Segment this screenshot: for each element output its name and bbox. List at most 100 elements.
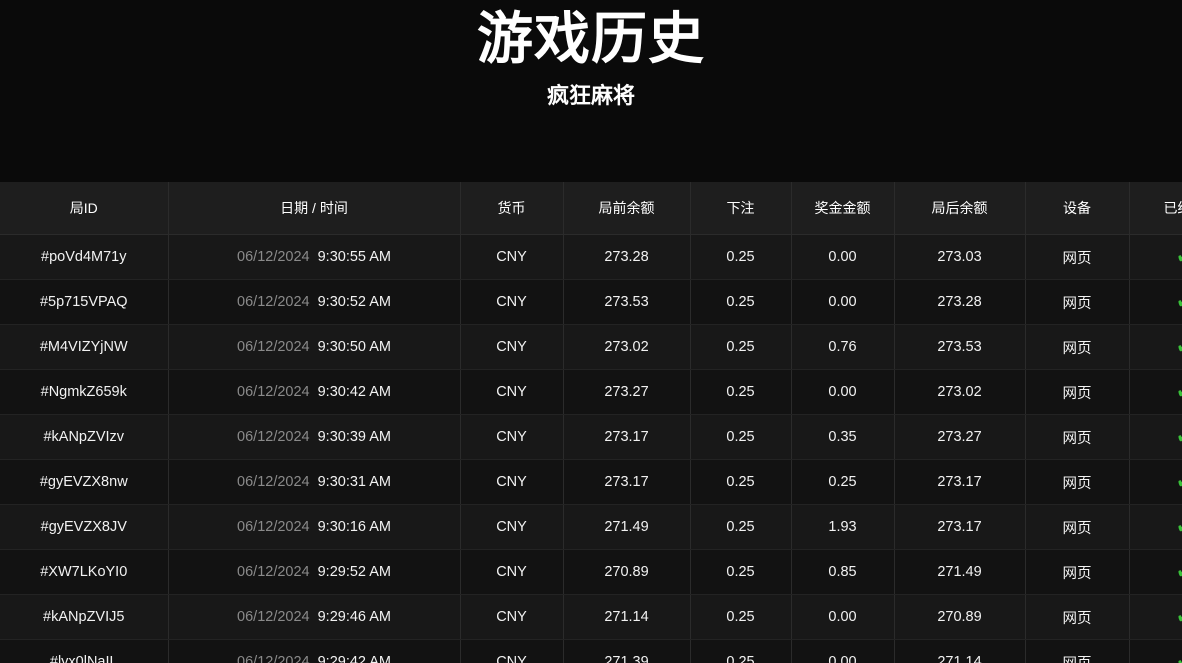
cell-device: 网页 [1025, 414, 1130, 460]
cell-time: 9:29:52 AM [317, 564, 391, 580]
check-icon: ✔ [1175, 472, 1182, 492]
column-header-datetime[interactable]: 日期 / 时间 [168, 182, 461, 235]
cell-pre-balance: 271.14 [563, 594, 691, 640]
cell-currency: CNY [460, 594, 564, 640]
check-icon: ✔ [1175, 382, 1182, 402]
cell-currency: CNY [460, 234, 564, 280]
cell-finished: ✔ [1129, 504, 1182, 550]
cell-win-amount: 0.00 [791, 279, 895, 325]
cell-pre-balance: 270.89 [563, 549, 691, 595]
cell-device: 网页 [1025, 639, 1130, 663]
cell-bet: 0.25 [690, 324, 792, 370]
table-row[interactable]: #XW7LKoYI0 06/12/2024 9:29:52 AM CNY 270.89 0… [0, 549, 1182, 595]
cell-win-amount: 0.00 [791, 594, 895, 640]
cell-currency: CNY [460, 279, 564, 325]
cell-win-amount: 0.00 [791, 234, 895, 280]
cell-finished: ✔ [1129, 549, 1182, 595]
cell-currency: CNY [460, 549, 564, 595]
cell-round-id: #M4VIZYjNW [0, 324, 169, 370]
cell-datetime: 06/12/2024 9:30:42 AM [168, 369, 461, 415]
cell-post-balance: 273.28 [894, 279, 1026, 325]
check-icon: ✔ [1175, 607, 1182, 627]
column-header-finished[interactable]: 已结束 [1129, 182, 1182, 235]
cell-pre-balance: 273.27 [563, 369, 691, 415]
table-row[interactable]: #gyEVZX8nw 06/12/2024 9:30:31 AM CNY 273.17 0… [0, 459, 1182, 505]
history-table: 局ID 日期 / 时间 货币 局前余额 下注 奖金金额 局后余额 设备 已结束 … [0, 182, 1182, 663]
column-header-device[interactable]: 设备 [1025, 182, 1130, 235]
cell-device: 网页 [1025, 459, 1130, 505]
cell-post-balance: 271.14 [894, 639, 1026, 663]
cell-pre-balance: 273.17 [563, 414, 691, 460]
cell-bet: 0.25 [690, 504, 792, 550]
cell-pre-balance: 273.17 [563, 459, 691, 505]
cell-post-balance: 271.49 [894, 549, 1026, 595]
column-header-round-id[interactable]: 局ID [0, 182, 169, 235]
column-header-post-balance[interactable]: 局后余额 [894, 182, 1026, 235]
column-header-currency[interactable]: 货币 [460, 182, 564, 235]
cell-bet: 0.25 [690, 594, 792, 640]
check-icon: ✔ [1175, 292, 1182, 312]
cell-date: 06/12/2024 [237, 429, 310, 445]
cell-date: 06/12/2024 [237, 339, 310, 355]
column-header-pre-balance[interactable]: 局前余额 [563, 182, 691, 235]
table-row[interactable]: #poVd4M71y 06/12/2024 9:30:55 AM CNY 273.28 0… [0, 234, 1182, 280]
cell-pre-balance: 273.28 [563, 234, 691, 280]
cell-bet: 0.25 [690, 459, 792, 505]
table-row[interactable]: #kANpZVIJ5 06/12/2024 9:29:46 AM CNY 271.14 0… [0, 594, 1182, 640]
cell-time: 9:30:42 AM [317, 384, 391, 400]
cell-currency: CNY [460, 459, 564, 505]
cell-date: 06/12/2024 [237, 519, 310, 535]
history-table-head: 局ID 日期 / 时间 货币 局前余额 下注 奖金金额 局后余额 设备 已结束 [0, 182, 1182, 235]
cell-finished: ✔ [1129, 369, 1182, 415]
check-icon: ✔ [1175, 247, 1182, 267]
cell-device: 网页 [1025, 279, 1130, 325]
table-row[interactable]: #kANpZVIzv 06/12/2024 9:30:39 AM CNY 273.17 0… [0, 414, 1182, 460]
cell-post-balance: 273.27 [894, 414, 1026, 460]
cell-time: 9:30:39 AM [317, 429, 391, 445]
cell-currency: CNY [460, 369, 564, 415]
history-table-container[interactable]: 局ID 日期 / 时间 货币 局前余额 下注 奖金金额 局后余额 设备 已结束 … [0, 182, 1182, 663]
header-row: 局ID 日期 / 时间 货币 局前余额 下注 奖金金额 局后余额 设备 已结束 [0, 182, 1182, 235]
cell-currency: CNY [460, 414, 564, 460]
cell-win-amount: 1.93 [791, 504, 895, 550]
cell-currency: CNY [460, 639, 564, 663]
cell-datetime: 06/12/2024 9:29:46 AM [168, 594, 461, 640]
cell-date: 06/12/2024 [237, 474, 310, 490]
check-icon: ✔ [1175, 652, 1182, 663]
cell-bet: 0.25 [690, 639, 792, 663]
cell-post-balance: 273.02 [894, 369, 1026, 415]
check-icon: ✔ [1175, 517, 1182, 537]
cell-pre-balance: 273.02 [563, 324, 691, 370]
cell-round-id: #NgmkZ659k [0, 369, 169, 415]
cell-pre-balance: 271.39 [563, 639, 691, 663]
cell-bet: 0.25 [690, 549, 792, 595]
cell-finished: ✔ [1129, 279, 1182, 325]
cell-time: 9:30:52 AM [317, 294, 391, 310]
cell-win-amount: 0.35 [791, 414, 895, 460]
cell-win-amount: 0.85 [791, 549, 895, 595]
cell-currency: CNY [460, 504, 564, 550]
cell-post-balance: 273.53 [894, 324, 1026, 370]
page-subtitle: 疯狂麻将 [546, 83, 635, 108]
cell-round-id: #kANpZVIJ5 [0, 594, 169, 640]
cell-round-id: #kANpZVIzv [0, 414, 169, 460]
cell-date: 06/12/2024 [237, 564, 310, 580]
cell-post-balance: 273.17 [894, 504, 1026, 550]
column-header-bet[interactable]: 下注 [690, 182, 792, 235]
cell-bet: 0.25 [690, 369, 792, 415]
table-row[interactable]: #gyEVZX8JV 06/12/2024 9:30:16 AM CNY 271.49 0… [0, 504, 1182, 550]
cell-date: 06/12/2024 [237, 294, 310, 310]
cell-win-amount: 0.00 [791, 639, 895, 663]
table-row[interactable]: #M4VIZYjNW 06/12/2024 9:30:50 AM CNY 273.02 0… [0, 324, 1182, 370]
cell-finished: ✔ [1129, 324, 1182, 370]
table-row[interactable]: #lyx0lNaIL 06/12/2024 9:29:42 AM CNY 271.39 0… [0, 639, 1182, 663]
check-icon: ✔ [1175, 337, 1182, 357]
cell-win-amount: 0.76 [791, 324, 895, 370]
table-row[interactable]: #5p715VPAQ 06/12/2024 9:30:52 AM CNY 273.53 0… [0, 279, 1182, 325]
cell-round-id: #lyx0lNaIL [0, 639, 169, 663]
column-header-win-amount[interactable]: 奖金金额 [791, 182, 895, 235]
table-row[interactable]: #NgmkZ659k 06/12/2024 9:30:42 AM CNY 273.27 0… [0, 369, 1182, 415]
cell-round-id: #poVd4M71y [0, 234, 169, 280]
cell-date: 06/12/2024 [237, 384, 310, 400]
cell-datetime: 06/12/2024 9:30:52 AM [168, 279, 461, 325]
